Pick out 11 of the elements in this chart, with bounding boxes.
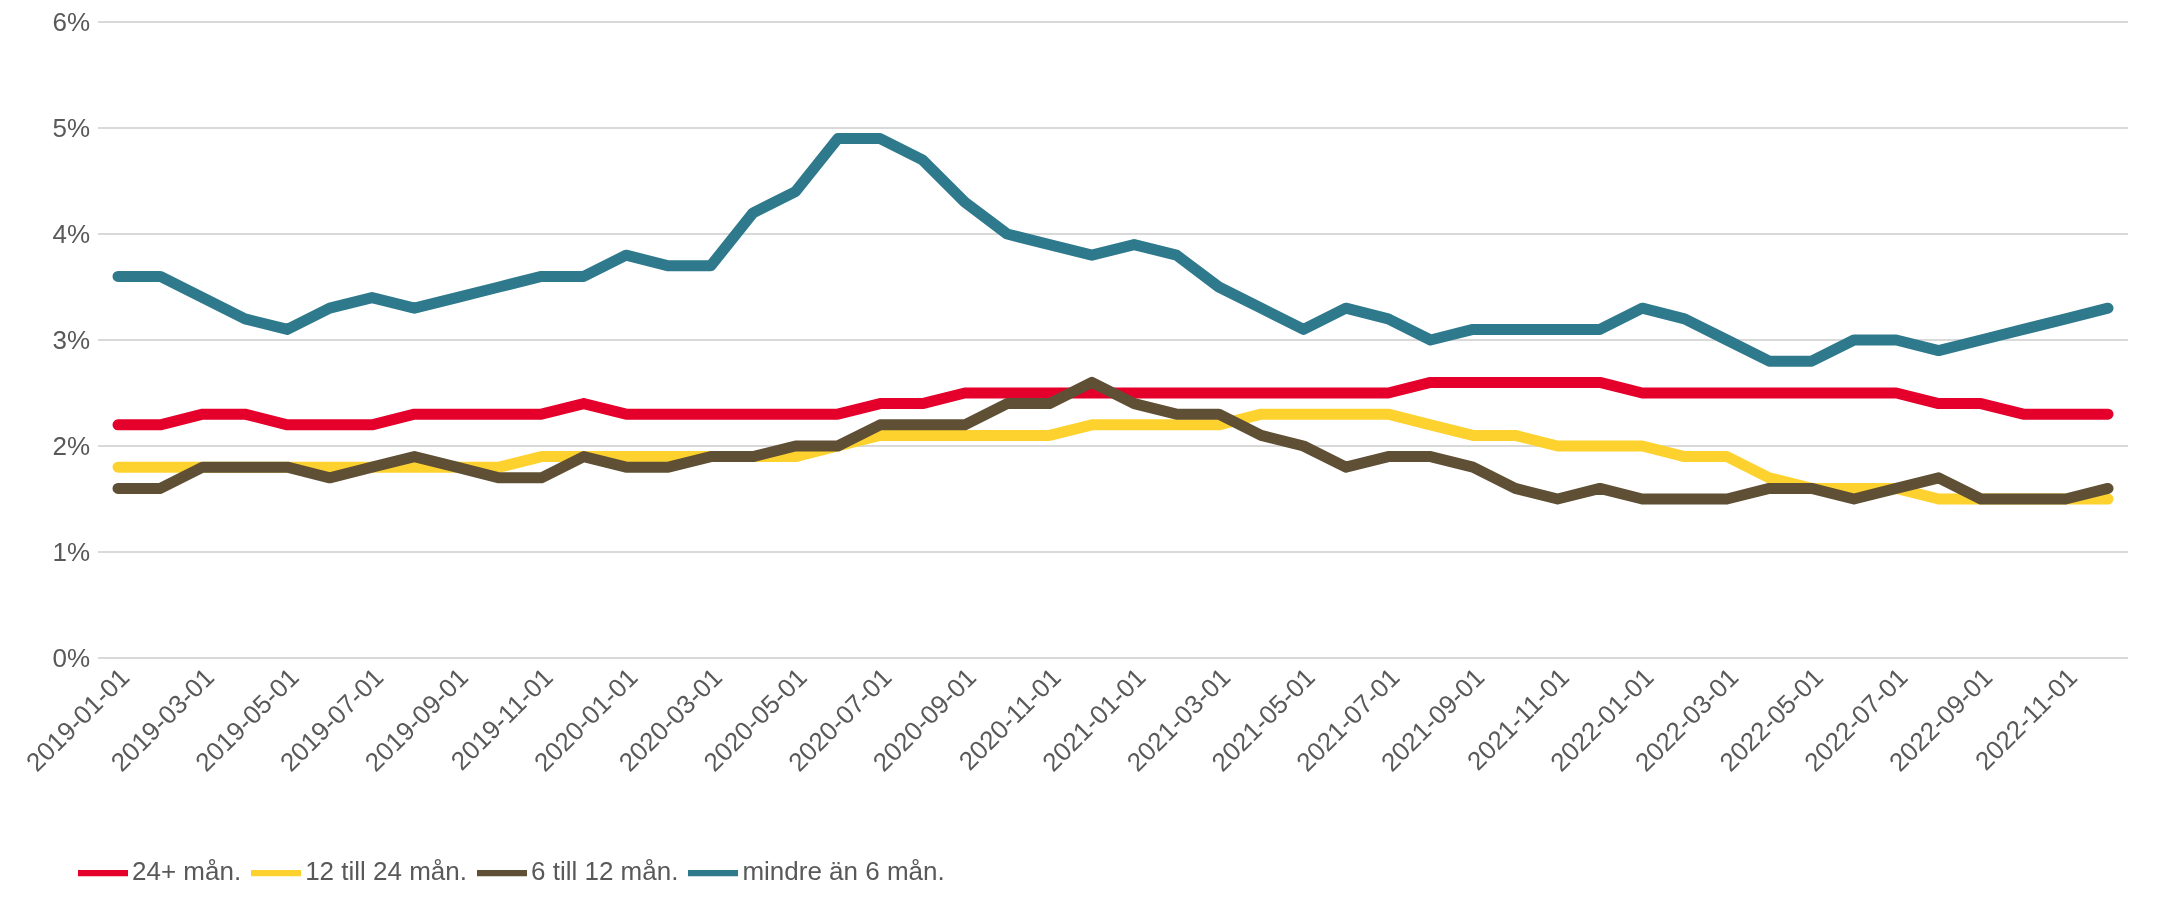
- y-tick-label: 1%: [52, 537, 90, 568]
- y-tick-label: 5%: [52, 113, 90, 144]
- legend-label: 24+ mån.: [132, 855, 242, 886]
- legend-label: mindre än 6 mån.: [742, 855, 945, 886]
- legend-label: 6 till 12 mån.: [531, 855, 679, 886]
- legend-label: 12 till 24 mån.: [305, 855, 468, 886]
- y-tick-label: 6%: [52, 7, 90, 38]
- y-tick-label: 2%: [52, 431, 90, 462]
- y-tick-label: 4%: [52, 219, 90, 250]
- y-tick-label: 0%: [52, 643, 90, 674]
- y-tick-label: 3%: [52, 325, 90, 356]
